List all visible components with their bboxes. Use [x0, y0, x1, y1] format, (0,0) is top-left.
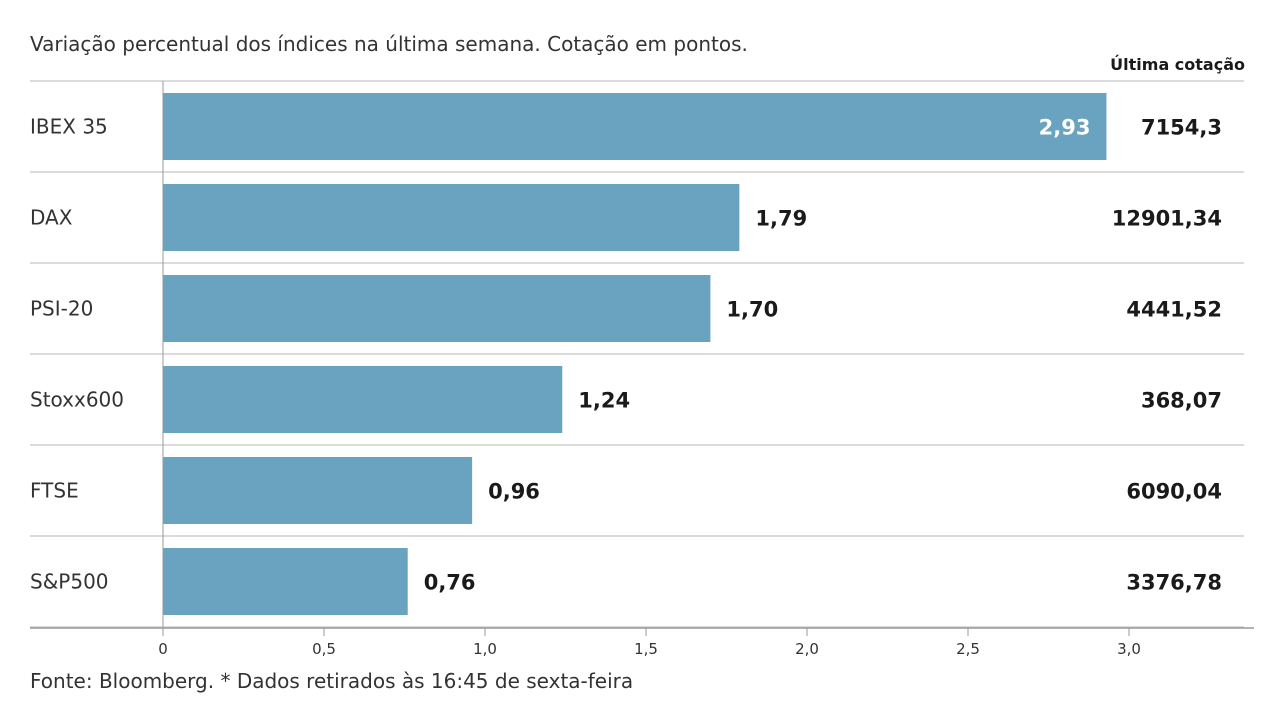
- x-tick-label: 3,0: [1117, 640, 1141, 658]
- value-label-ibex-35: 2,93: [1039, 116, 1091, 140]
- last-quote-stoxx600: 368,07: [1141, 389, 1222, 413]
- source-note: Fonte: Bloomberg. * Dados retirados às 1…: [30, 669, 634, 693]
- value-label-stoxx600: 1,24: [578, 389, 630, 413]
- chart-rows: IBEX 35 2,93 7154,3 DAX 1,79 12901,34 PSI-20 1,…: [30, 80, 1244, 628]
- x-tick-label: 0,5: [312, 640, 336, 658]
- category-label-ftse: FTSE: [30, 479, 79, 503]
- category-label-dax: DAX: [30, 206, 73, 230]
- bar-stoxx600: [163, 366, 563, 433]
- bar-chart: IBEX 35 2,93 7154,3 DAX 1,79 12901,34 PSI-20 1,…: [30, 80, 1254, 658]
- category-label-sandp500: S&P500: [30, 570, 109, 594]
- last-quote-sandp500: 3376,78: [1126, 571, 1222, 595]
- bar-sandp500: [163, 548, 408, 615]
- chart-subtitle: Variação percentual dos índices na últim…: [30, 32, 748, 56]
- category-label-psi-20: PSI-20: [30, 297, 93, 321]
- last-quote-ibex-35: 7154,3: [1141, 116, 1222, 140]
- last-quote-column-header: Última cotação: [1110, 55, 1245, 74]
- x-tick-label: 1,0: [473, 640, 497, 658]
- value-label-ftse: 0,96: [488, 480, 540, 504]
- x-tick-label: 2,5: [956, 640, 980, 658]
- value-label-sandp500: 0,76: [424, 571, 476, 595]
- bar-ftse: [163, 457, 473, 524]
- value-label-dax: 1,79: [755, 207, 807, 231]
- bar-ibex-35: [163, 93, 1107, 160]
- bar-psi-20: [163, 275, 711, 342]
- last-quote-ftse: 6090,04: [1126, 480, 1222, 504]
- last-quote-psi-20: 4441,52: [1126, 298, 1222, 322]
- category-label-ibex-35: IBEX 35: [30, 115, 108, 139]
- last-quote-dax: 12901,34: [1112, 207, 1222, 231]
- bar-dax: [163, 184, 740, 251]
- value-label-psi-20: 1,70: [726, 298, 778, 322]
- category-label-stoxx600: Stoxx600: [30, 388, 124, 412]
- x-tick-label: 0: [158, 640, 168, 658]
- x-tick-label: 1,5: [634, 640, 658, 658]
- x-axis: 0 0,5 1,0 1,5 2,0 2,5 3,0: [30, 81, 1254, 658]
- x-tick-label: 2,0: [795, 640, 819, 658]
